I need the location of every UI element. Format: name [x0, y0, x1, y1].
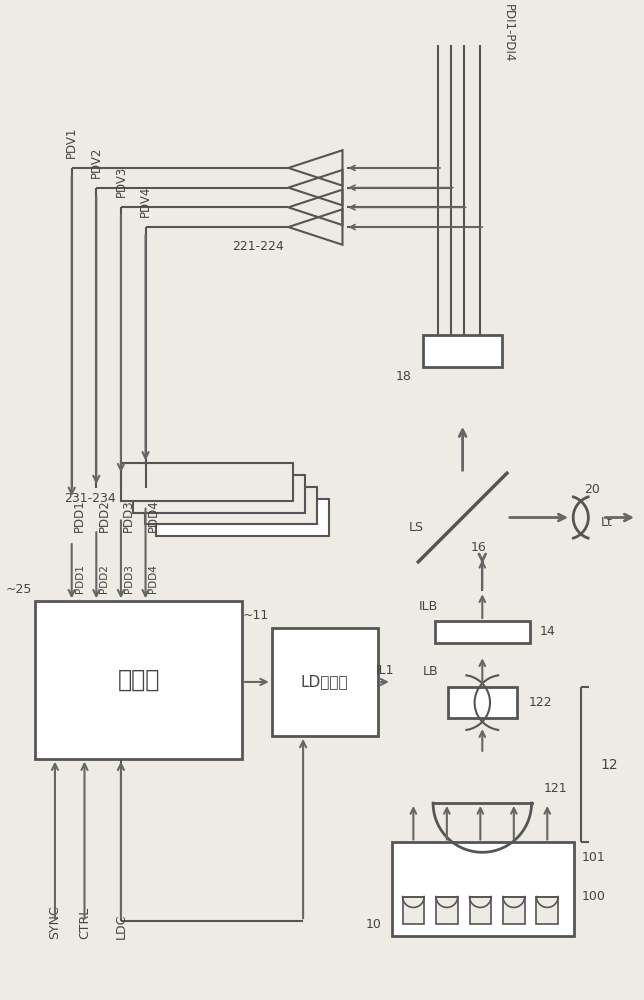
Text: CTRL: CTRL — [78, 907, 91, 939]
Text: PDD1: PDD1 — [75, 564, 84, 593]
Text: PDD2: PDD2 — [98, 499, 111, 532]
Text: PDI1-PDI4: PDI1-PDI4 — [502, 4, 515, 62]
Text: 14: 14 — [540, 625, 555, 638]
Text: PDD4: PDD4 — [147, 499, 160, 532]
Text: 221-224: 221-224 — [232, 240, 283, 253]
Text: 100: 100 — [582, 890, 605, 903]
Text: LDC: LDC — [115, 914, 128, 939]
Text: 122: 122 — [529, 696, 552, 709]
Text: PDD3: PDD3 — [124, 564, 134, 593]
Bar — [435, 621, 529, 643]
Bar — [536, 897, 558, 924]
Text: ~11: ~11 — [242, 609, 269, 622]
Text: PDD1: PDD1 — [73, 499, 86, 532]
Text: 18: 18 — [395, 370, 412, 383]
Bar — [121, 463, 293, 501]
Text: PDD4: PDD4 — [148, 564, 158, 593]
Text: PDD3: PDD3 — [122, 499, 135, 532]
Text: LS: LS — [408, 521, 424, 534]
Text: PDV2: PDV2 — [90, 146, 103, 178]
Text: LD驱动器: LD驱动器 — [301, 674, 348, 689]
Text: SYNC: SYNC — [48, 905, 61, 939]
Text: ~25: ~25 — [6, 583, 32, 596]
Text: 231-234: 231-234 — [64, 492, 116, 505]
Bar — [503, 897, 525, 924]
Text: 控制部: 控制部 — [117, 668, 160, 692]
Text: IL1: IL1 — [375, 664, 394, 677]
Bar — [469, 897, 491, 924]
Text: PDV3: PDV3 — [115, 166, 128, 197]
Bar — [423, 335, 502, 367]
Bar — [133, 475, 305, 513]
Text: ILB: ILB — [419, 600, 438, 613]
Text: 20: 20 — [583, 483, 600, 496]
Text: LB: LB — [422, 665, 438, 678]
Bar — [392, 842, 574, 936]
Bar — [402, 897, 424, 924]
Text: Lt: Lt — [600, 516, 612, 529]
Text: 12: 12 — [600, 758, 618, 772]
Bar — [448, 687, 516, 718]
Bar — [156, 499, 328, 536]
Bar — [144, 487, 317, 524]
Text: 121: 121 — [544, 782, 567, 795]
Bar — [272, 628, 378, 736]
Text: PDD2: PDD2 — [99, 564, 109, 593]
Text: 10: 10 — [366, 918, 382, 931]
Text: 101: 101 — [582, 851, 605, 864]
Text: 16: 16 — [471, 541, 486, 554]
Bar — [436, 897, 458, 924]
Bar — [35, 601, 242, 759]
Text: PDV1: PDV1 — [65, 127, 78, 158]
Text: PDV4: PDV4 — [139, 186, 152, 217]
